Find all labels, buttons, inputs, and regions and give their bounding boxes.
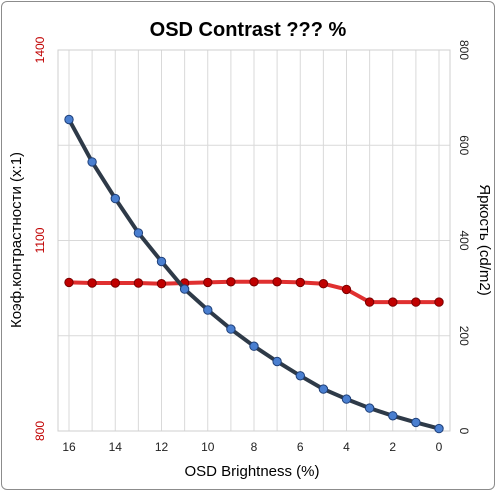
chart-title: OSD Contrast ??? %	[150, 19, 347, 41]
x-tick-label: 0	[436, 440, 443, 454]
data-point-contrast	[295, 277, 305, 288]
data-point-brightness	[434, 423, 444, 434]
y-right-tick-label: 400	[457, 230, 471, 250]
grid	[58, 49, 450, 432]
x-tick-label: 14	[109, 440, 123, 454]
data-point-contrast	[341, 284, 352, 295]
data-point-contrast	[434, 297, 444, 307]
data-point-brightness	[64, 114, 74, 125]
data-point-brightness	[249, 341, 259, 351]
data-point-contrast	[318, 279, 329, 289]
y-left-tick-label: 1100	[33, 227, 47, 253]
data-point-contrast	[364, 297, 375, 307]
x-axis-label: OSD Brightness (%)	[184, 463, 319, 480]
x-tick-label: 4	[343, 440, 350, 454]
data-point-brightness	[364, 403, 375, 413]
x-tick-label: 10	[201, 440, 215, 454]
data-point-brightness	[341, 394, 352, 404]
y-right-tick-label: 600	[457, 135, 471, 155]
y-right-tick-label: 0	[457, 428, 471, 435]
data-point-contrast	[156, 279, 167, 289]
x-ticks: 16 14 12 10 8 6 4 2 0	[62, 440, 442, 454]
data-point-contrast	[388, 297, 398, 307]
data-point-brightness	[156, 256, 167, 267]
y-right-tick-label: 800	[457, 40, 471, 60]
y-left-tick-label: 1400	[33, 36, 47, 63]
x-tick-label: 2	[389, 440, 396, 454]
data-point-contrast	[226, 277, 236, 287]
data-point-contrast	[411, 297, 421, 307]
data-point-brightness	[179, 284, 190, 294]
y-right-ticks: 0 200 400 600 800	[457, 40, 471, 435]
y-axis-left-label: Коэф.контрастности (x:1)	[8, 152, 25, 328]
y-left-tick-label: 800	[33, 421, 47, 441]
data-point-brightness	[411, 417, 421, 428]
data-point-brightness	[226, 324, 236, 334]
plot-area	[57, 49, 451, 432]
data-point-brightness	[203, 305, 213, 315]
x-tick-label: 6	[297, 440, 304, 454]
data-point-brightness	[110, 193, 121, 204]
data-point-brightness	[272, 356, 282, 367]
series-group	[64, 114, 444, 434]
y-axis-right-label: Яркость (cd/m2)	[476, 184, 493, 295]
data-point-brightness	[133, 228, 144, 238]
data-point-contrast	[203, 277, 213, 288]
x-tick-label: 12	[155, 440, 169, 454]
x-tick-label: 16	[62, 440, 76, 454]
y-left-ticks: 800 1100 1400	[33, 36, 47, 441]
data-point-contrast	[133, 278, 144, 288]
data-point-brightness	[388, 411, 398, 421]
data-point-brightness	[87, 157, 97, 167]
data-point-contrast	[249, 277, 259, 287]
data-point-brightness	[295, 371, 305, 381]
x-tick-label: 8	[251, 440, 258, 454]
data-point-contrast	[272, 277, 282, 287]
data-point-brightness	[318, 384, 329, 394]
y-right-tick-label: 200	[457, 326, 471, 346]
data-point-contrast	[64, 277, 74, 288]
data-point-contrast	[110, 278, 121, 288]
data-point-contrast	[87, 278, 97, 288]
